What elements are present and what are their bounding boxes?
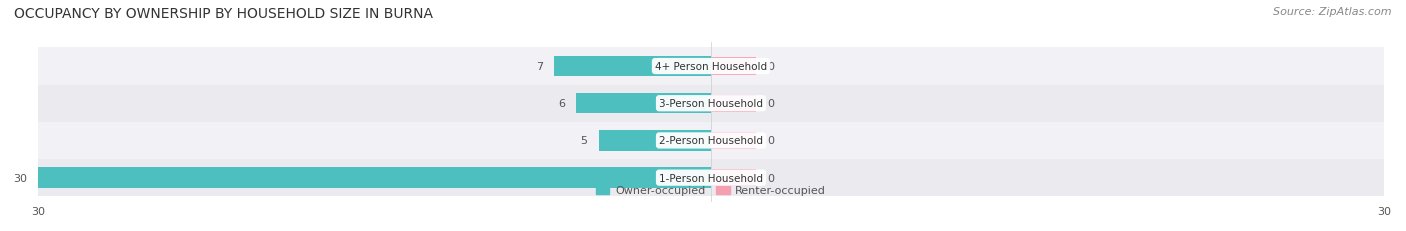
Text: 0: 0 [768,136,775,146]
Text: 7: 7 [536,62,543,72]
Bar [38,85,1384,122]
Text: 6: 6 [558,99,565,109]
Text: Source: ZipAtlas.com: Source: ZipAtlas.com [1274,7,1392,17]
Bar [554,57,711,77]
Text: 5: 5 [581,136,588,146]
Bar [711,169,756,187]
Text: 1-Person Household: 1-Person Household [659,173,763,183]
Text: 0: 0 [768,62,775,72]
Bar [576,94,711,114]
Bar [599,131,711,151]
Bar [38,122,1384,159]
Text: OCCUPANCY BY OWNERSHIP BY HOUSEHOLD SIZE IN BURNA: OCCUPANCY BY OWNERSHIP BY HOUSEHOLD SIZE… [14,7,433,21]
Bar [38,168,711,188]
Bar [711,58,756,75]
Text: 3-Person Household: 3-Person Household [659,99,763,109]
Bar [711,95,756,112]
Bar [38,48,1384,85]
Text: 2-Person Household: 2-Person Household [659,136,763,146]
Legend: Owner-occupied, Renter-occupied: Owner-occupied, Renter-occupied [592,180,831,200]
Text: 0: 0 [768,173,775,183]
Text: 30: 30 [13,173,27,183]
Bar [711,132,756,149]
Text: 0: 0 [768,99,775,109]
Bar [38,159,1384,196]
Text: 4+ Person Household: 4+ Person Household [655,62,768,72]
